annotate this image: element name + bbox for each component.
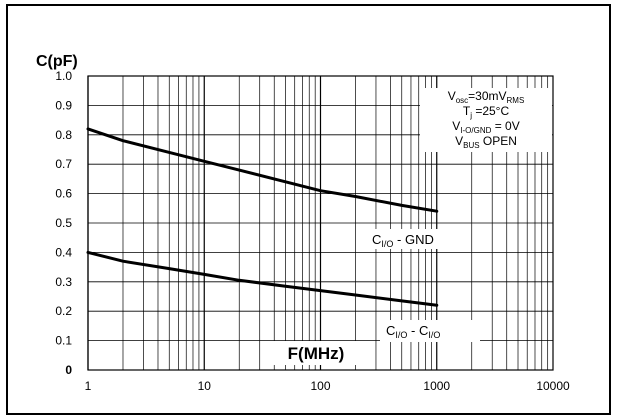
- y-tick-label: 0.6: [55, 187, 72, 201]
- series-layer: [86, 127, 439, 307]
- y-tick-label: 0.5: [55, 216, 72, 230]
- y-tick-label: 0.9: [55, 98, 72, 112]
- series-line-cio-gnd: [86, 127, 439, 213]
- y-tick-label: 0.1: [55, 334, 72, 348]
- series-label-box-gnd: [364, 229, 464, 249]
- plot-area-border: [87, 75, 554, 371]
- x-axis-label: F(MHz): [288, 344, 345, 363]
- x-tick-label: 100: [310, 379, 330, 393]
- x-tick-label: 1: [85, 379, 92, 393]
- x-tick-label: 10: [198, 379, 212, 393]
- condition-vosc: Vosc=30mVRMS: [448, 89, 525, 105]
- x-tick-label: 10000: [536, 379, 570, 393]
- series-line-cio-cio: [86, 250, 439, 307]
- y-tick-label: 0.2: [55, 304, 72, 318]
- figure-frame: [6, 4, 611, 415]
- grid: [87, 75, 554, 371]
- series-label-cio-cio: CI/O - CI/O: [386, 323, 440, 340]
- series-label-box-cio: [380, 320, 480, 342]
- y-tick-label: 0: [65, 363, 72, 377]
- condition-tj: Tj =25°C: [463, 104, 510, 120]
- conditions-box: [420, 88, 552, 152]
- condition-vio: VI-O/GND = 0V: [452, 119, 519, 135]
- condition-vbus: VBUS OPEN: [455, 134, 517, 150]
- x-tick-label: 1000: [423, 379, 450, 393]
- series-label-cio-gnd: CI/O - GND: [372, 232, 434, 249]
- y-tick-label: 1.0: [55, 69, 72, 83]
- y-tick-label: 0.8: [55, 128, 72, 142]
- y-tick-label: 0.3: [55, 275, 72, 289]
- y-axis-label: C(pF): [36, 53, 78, 70]
- y-tick-label: 0.7: [55, 157, 72, 171]
- x-axis-label-box: [270, 341, 362, 365]
- tick-labels: 0 0.1 0.2 0.3 0.4 0.5 0.6 0.7 0.8 0.9 1.0 1 10 100 100…: [55, 69, 570, 393]
- y-tick-label: 0.4: [55, 245, 72, 259]
